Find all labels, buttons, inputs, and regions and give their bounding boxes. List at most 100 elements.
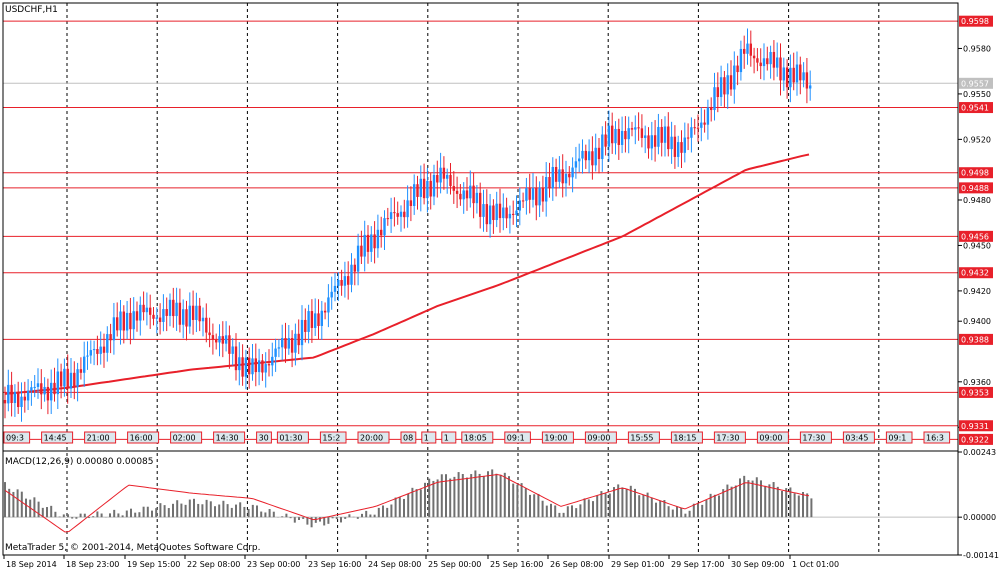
candle[interactable] [726, 63, 729, 109]
candle[interactable] [290, 330, 294, 368]
candle[interactable] [320, 300, 323, 340]
candle[interactable] [696, 114, 700, 142]
candle[interactable] [769, 45, 772, 79]
candle[interactable] [591, 136, 594, 180]
candle[interactable] [706, 99, 710, 140]
candle[interactable] [452, 171, 455, 204]
candle[interactable] [399, 205, 403, 232]
candle[interactable] [713, 72, 716, 121]
candle[interactable] [525, 177, 528, 215]
candle[interactable] [611, 112, 614, 154]
candle[interactable] [337, 272, 340, 302]
candle[interactable] [472, 172, 475, 219]
candle[interactable] [442, 156, 446, 190]
candle[interactable] [436, 160, 439, 198]
candle[interactable] [386, 207, 389, 226]
candle[interactable] [558, 156, 561, 189]
event-tag[interactable]: 16:3 [923, 431, 951, 444]
candle[interactable] [231, 338, 234, 366]
event-tag[interactable]: 08 [400, 431, 417, 444]
candle[interactable] [485, 189, 488, 232]
candle[interactable] [43, 377, 46, 402]
candle[interactable] [627, 116, 630, 154]
price-level-tag[interactable]: 0.9598 [959, 15, 993, 27]
candle[interactable] [637, 112, 640, 141]
candle[interactable] [79, 357, 83, 380]
candle[interactable] [498, 188, 502, 233]
candle[interactable] [3, 386, 7, 419]
candle[interactable] [257, 348, 261, 386]
candle[interactable] [759, 48, 762, 80]
candle[interactable] [488, 193, 492, 238]
candle[interactable] [756, 48, 759, 72]
candle[interactable] [178, 288, 182, 333]
candle[interactable] [175, 287, 178, 331]
candle[interactable] [353, 258, 356, 286]
candle[interactable] [254, 343, 257, 387]
candle[interactable] [195, 292, 198, 333]
candle[interactable] [347, 261, 350, 300]
candle[interactable] [647, 127, 650, 159]
candle[interactable] [680, 130, 683, 168]
price-level-tag[interactable]: 0.9498 [959, 167, 993, 179]
event-tag[interactable]: 21:00 [84, 431, 117, 444]
event-tag[interactable]: 09:00 [756, 431, 789, 444]
candle[interactable] [86, 341, 89, 370]
candle[interactable] [66, 354, 69, 404]
event-tag[interactable]: 14:45 [41, 431, 74, 444]
candle[interactable] [310, 299, 314, 343]
candle[interactable] [594, 133, 597, 172]
candle[interactable] [446, 168, 449, 194]
candle[interactable] [7, 369, 10, 412]
candle[interactable] [686, 123, 690, 151]
event-tag[interactable]: 19:00 [541, 431, 574, 444]
candle[interactable] [188, 292, 191, 334]
event-tag[interactable]: 09:3 [3, 431, 31, 444]
candle[interactable] [743, 35, 746, 69]
candle[interactable] [677, 135, 680, 167]
candle[interactable] [700, 107, 703, 142]
candle[interactable] [475, 184, 479, 214]
candle[interactable] [92, 340, 96, 366]
candle[interactable] [96, 335, 99, 366]
candle[interactable] [416, 175, 419, 210]
candle[interactable] [383, 210, 386, 250]
candle[interactable] [20, 382, 23, 422]
candle[interactable] [198, 297, 201, 332]
candle[interactable] [191, 290, 195, 335]
candle[interactable] [614, 121, 617, 155]
candle[interactable] [650, 121, 653, 161]
candle[interactable] [630, 121, 634, 137]
candle[interactable] [142, 291, 145, 321]
candle[interactable] [317, 299, 320, 340]
candle[interactable] [739, 40, 743, 81]
candle[interactable] [215, 333, 218, 350]
candle[interactable] [396, 201, 399, 225]
candle[interactable] [455, 176, 459, 209]
candles[interactable] [3, 28, 812, 422]
candle[interactable] [36, 368, 40, 399]
event-tag[interactable]: 01:30 [276, 431, 309, 444]
candle[interactable] [426, 167, 429, 213]
candle[interactable] [73, 361, 76, 400]
candle[interactable] [112, 302, 116, 355]
candle[interactable] [693, 118, 696, 135]
candle[interactable] [422, 163, 426, 205]
candle[interactable] [653, 120, 657, 162]
candle[interactable] [597, 138, 601, 174]
candle[interactable] [340, 269, 343, 296]
candle[interactable] [505, 197, 508, 229]
candle[interactable] [304, 308, 307, 343]
candle[interactable] [271, 342, 274, 377]
candle[interactable] [350, 253, 353, 293]
candle[interactable] [139, 296, 142, 336]
candle[interactable] [762, 43, 766, 81]
candle[interactable] [76, 362, 79, 402]
candle[interactable] [432, 164, 436, 206]
candle[interactable] [581, 139, 584, 174]
event-tag[interactable]: 14:30 [213, 431, 246, 444]
candle[interactable] [244, 349, 248, 390]
event-tag[interactable]: 18:05 [461, 431, 494, 444]
candle[interactable] [469, 170, 472, 208]
candle[interactable] [366, 225, 370, 264]
